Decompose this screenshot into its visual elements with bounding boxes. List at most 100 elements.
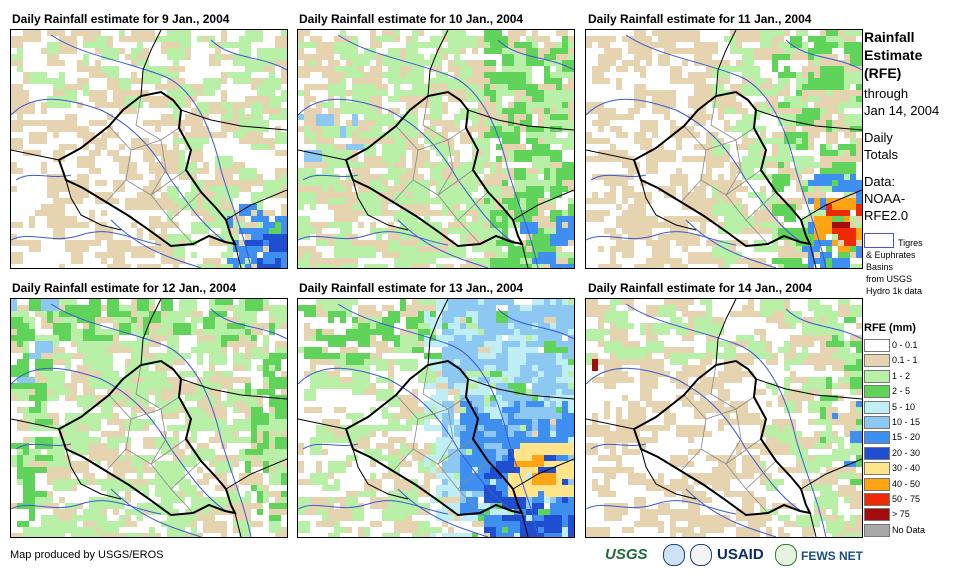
rainfall-cell	[358, 144, 376, 150]
rainfall-cell	[233, 407, 239, 413]
rainfall-cell	[430, 108, 442, 120]
rainfall-cell	[730, 174, 736, 180]
rainfall-cell	[586, 36, 592, 48]
rainfall-cell	[143, 54, 149, 60]
rainfall-cell	[508, 198, 520, 210]
rainfall-cell	[694, 186, 700, 198]
rainfall-cell	[370, 425, 388, 431]
rainfall-cell	[454, 114, 460, 126]
province-boundary	[422, 95, 449, 141]
rainfall-cell	[508, 258, 520, 264]
rainfall-cell	[358, 371, 370, 377]
rainfall-cell	[11, 395, 17, 401]
rainfall-cell	[442, 192, 448, 198]
rainfall-cell	[113, 509, 119, 515]
rainfall-cell	[454, 60, 466, 66]
rainfall-cell	[77, 479, 89, 485]
rainfall-cell	[89, 383, 101, 389]
rainfall-cell	[520, 347, 532, 353]
country-border	[65, 448, 122, 500]
rainfall-cell	[718, 455, 730, 467]
rainfall-cell	[460, 72, 472, 78]
rainfall-cell	[29, 419, 35, 431]
rainfall-cell	[370, 150, 376, 156]
rainfall-cell	[766, 96, 778, 108]
rainfall-cell	[832, 222, 850, 228]
rainfall-cell	[514, 461, 520, 467]
rainfall-cell	[406, 461, 412, 467]
rainfall-cell	[11, 299, 17, 311]
rainfall-cell	[688, 437, 694, 443]
rainfall-cell	[89, 419, 101, 431]
rainfall-cell	[239, 527, 251, 537]
rainfall-cell	[269, 114, 281, 120]
rainfall-cell	[718, 258, 724, 268]
rainfall-cell	[424, 335, 430, 347]
rainfall-cell	[245, 521, 263, 527]
rainfall-cell	[137, 455, 155, 461]
rainfall-cell	[550, 503, 562, 509]
rainfall-cell	[730, 30, 736, 36]
rainfall-cell	[382, 186, 388, 192]
rainfall-cell	[508, 437, 520, 443]
rainfall-cell	[550, 485, 556, 497]
rainfall-cell	[191, 497, 203, 509]
rainfall-cell	[173, 509, 179, 515]
rainfall-cell	[418, 60, 436, 66]
rainfall-cell	[568, 497, 574, 503]
rainfall-cell	[502, 180, 508, 186]
rainfall-cell	[71, 30, 89, 36]
rainfall-cell	[742, 311, 760, 317]
rainfall-cell	[245, 240, 263, 246]
rainfall-cell	[472, 401, 478, 407]
rainfall-cell	[263, 222, 275, 228]
rainfall-cell	[646, 401, 658, 407]
rainfall-cell	[400, 443, 406, 455]
rainfall-cell	[47, 521, 53, 527]
rainfall-cell	[65, 96, 71, 108]
rainfall-cell	[281, 114, 287, 120]
rainfall-cell	[221, 323, 227, 335]
rainfall-cell	[532, 311, 538, 317]
rainfall-cell	[808, 36, 826, 42]
rainfall-cell	[23, 497, 35, 503]
rainfall-cell	[598, 264, 610, 268]
rainfall-cell	[838, 246, 850, 252]
rainfall-cell	[11, 252, 23, 264]
rainfall-cell	[796, 186, 802, 192]
rainfall-cell	[203, 509, 209, 515]
rainfall-cell	[418, 132, 424, 138]
rainfall-cell	[736, 60, 742, 66]
rainfall-cell	[754, 174, 772, 180]
rainfall-cell	[245, 335, 251, 341]
rainfall-cell	[700, 222, 706, 234]
province-boundary	[395, 394, 467, 420]
rainfall-cell	[808, 180, 814, 186]
rainfall-cell	[95, 335, 107, 341]
rainfall-cell	[47, 174, 65, 180]
rainfall-cell	[400, 311, 418, 317]
rainfall-cell	[215, 48, 221, 54]
rainfall-cell	[340, 497, 346, 509]
rainfall-cell	[310, 347, 322, 353]
rainfall-cell	[604, 383, 616, 389]
rainfall-cell	[424, 413, 436, 419]
rainfall-cell	[772, 419, 784, 425]
rainfall-cell	[352, 114, 358, 126]
rainfall-cell	[730, 96, 736, 102]
rainfall-cell	[269, 407, 275, 413]
rainfall-cell	[376, 228, 382, 240]
rainfall-cell	[310, 479, 328, 485]
rainfall-cell	[772, 443, 790, 455]
rainfall-cell	[460, 132, 472, 138]
rainfall-cell	[694, 491, 706, 497]
rainfall-cell	[257, 491, 263, 503]
rainfall-cell	[742, 72, 760, 78]
rainfall-cell	[730, 126, 742, 132]
rainfall-cell	[107, 150, 113, 156]
rainfall-cell	[53, 234, 59, 240]
basin-boundary	[110, 488, 202, 537]
rainfall-cell	[844, 264, 862, 268]
rainfall-cell	[724, 108, 736, 114]
rainfall-cell	[724, 120, 730, 132]
